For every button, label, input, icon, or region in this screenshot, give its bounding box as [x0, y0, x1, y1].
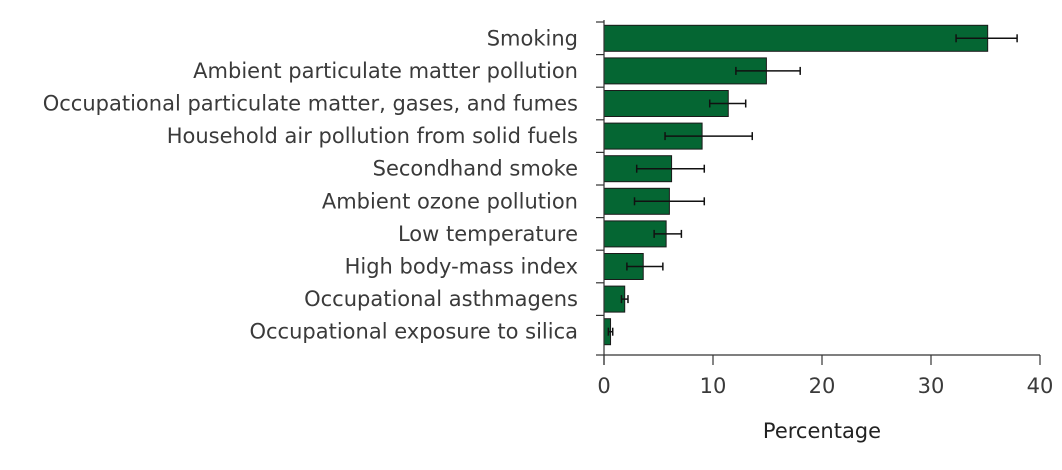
x-tick-label: 30	[918, 374, 945, 398]
category-label: Smoking	[487, 26, 578, 50]
x-ticks-layer	[603, 355, 1041, 365]
x-tick-labels-layer: 0 10 20 30 40	[597, 374, 1053, 398]
x-axis-title: Percentage	[763, 419, 881, 443]
category-label: High body-mass index	[345, 255, 578, 279]
category-label: Secondhand smoke	[373, 157, 578, 181]
x-tick-label: 20	[809, 374, 836, 398]
category-label: Household air pollution from solid fuels	[167, 124, 578, 148]
bar	[603, 90, 729, 117]
bar	[603, 24, 989, 52]
y-ticks-layer	[596, 21, 604, 356]
category-label: Occupational exposure to silica	[249, 320, 578, 344]
category-label: Occupational particulate matter, gases, …	[43, 92, 578, 116]
x-tick-label: 0	[597, 374, 610, 398]
x-tick-label: 40	[1027, 374, 1054, 398]
category-labels-layer: Smoking Ambient particulate matter pollut…	[43, 26, 578, 343]
bars-layer	[603, 24, 989, 346]
error-bars-layer	[607, 34, 1018, 336]
x-tick-label: 10	[700, 374, 727, 398]
category-label: Occupational asthmagens	[304, 287, 578, 311]
category-label: Ambient ozone pollution	[322, 189, 578, 213]
category-label: Low temperature	[398, 222, 578, 246]
category-label: Ambient particulate matter pollution	[193, 59, 578, 83]
